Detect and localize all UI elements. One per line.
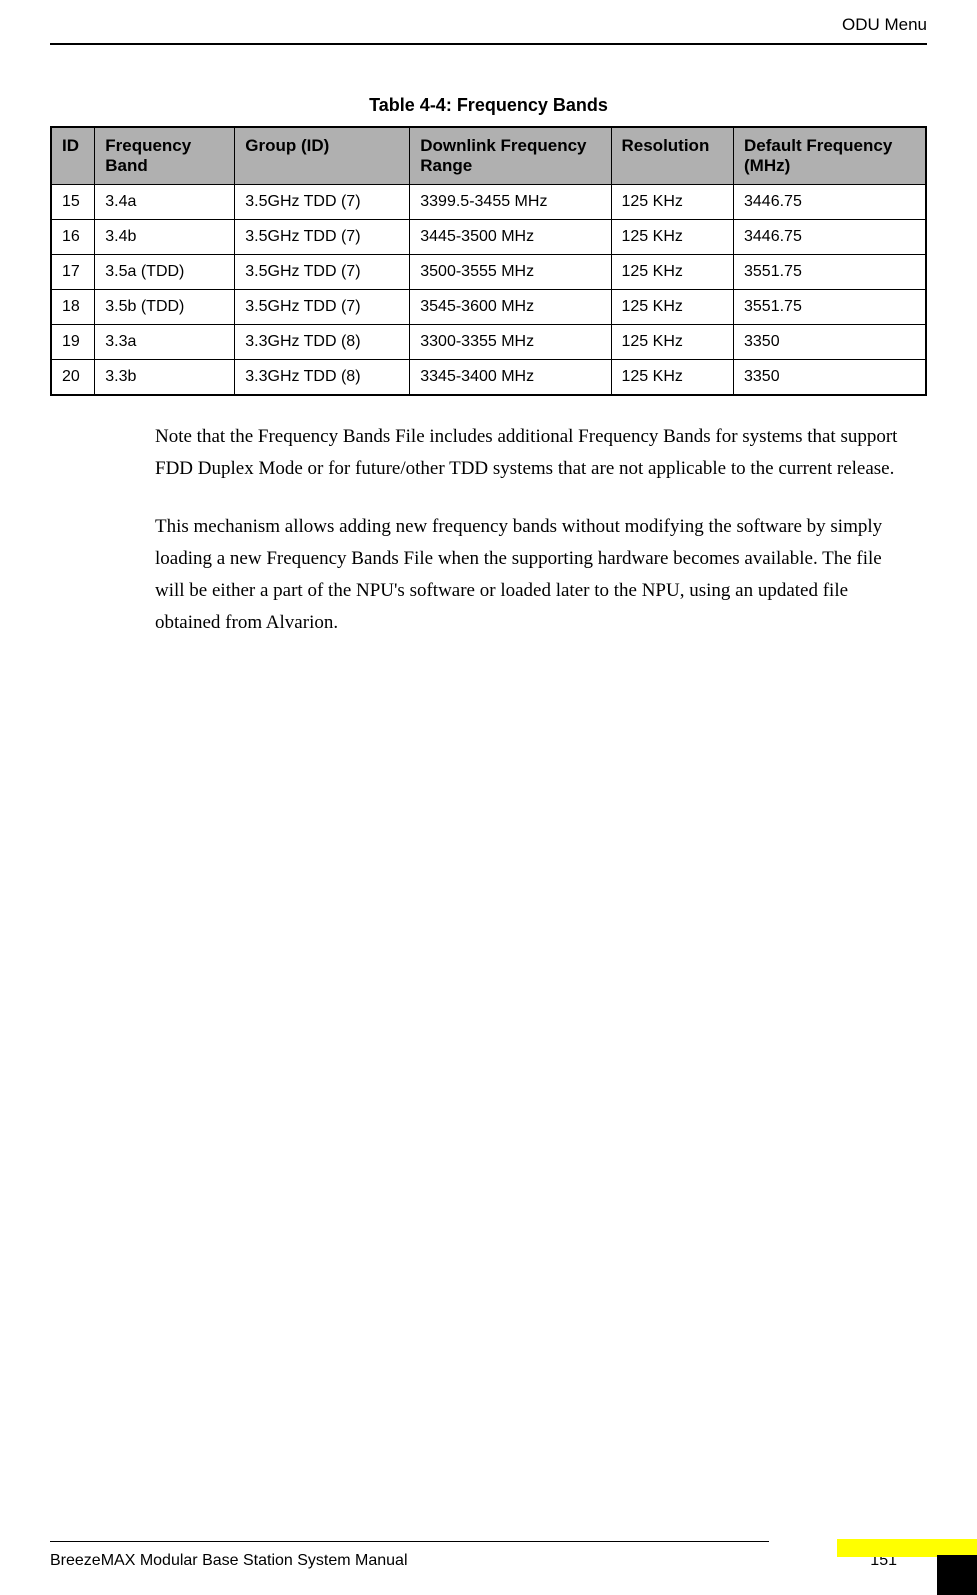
table-cell: 17: [51, 255, 95, 290]
table-header-group: Group (ID): [235, 127, 410, 185]
table-cell: 125 KHz: [611, 220, 734, 255]
table-cell: 125 KHz: [611, 325, 734, 360]
table-cell: 3500-3555 MHz: [410, 255, 611, 290]
table-cell: 3.3GHz TDD (8): [235, 360, 410, 396]
black-corner-marker: [937, 1555, 977, 1595]
table-cell: 3446.75: [734, 220, 927, 255]
table-cell: 3350: [734, 360, 927, 396]
paragraph-1: Note that the Frequency Bands File inclu…: [155, 421, 907, 486]
table-header-default: Default Frequency (MHz): [734, 127, 927, 185]
table-cell: 18: [51, 290, 95, 325]
table-cell: 3445-3500 MHz: [410, 220, 611, 255]
footer-content: BreezeMAX Modular Base Station System Ma…: [50, 1552, 927, 1570]
table-cell: 125 KHz: [611, 255, 734, 290]
table-cell: 3.5GHz TDD (7): [235, 290, 410, 325]
table-cell: 3551.75: [734, 290, 927, 325]
table-caption: Table 4-4: Frequency Bands: [50, 95, 927, 116]
table-cell: 16: [51, 220, 95, 255]
header-title: ODU Menu: [842, 15, 927, 35]
table-row: 20 3.3b 3.3GHz TDD (8) 3345-3400 MHz 125…: [51, 360, 926, 396]
table-cell: 19: [51, 325, 95, 360]
table-cell: 3.5GHz TDD (7): [235, 255, 410, 290]
table-cell: 3345-3400 MHz: [410, 360, 611, 396]
table-cell: 3.4a: [95, 185, 235, 220]
page-footer: BreezeMAX Modular Base Station System Ma…: [50, 1541, 927, 1570]
page-header: ODU Menu: [50, 0, 927, 45]
table-row: 16 3.4b 3.5GHz TDD (7) 3445-3500 MHz 125…: [51, 220, 926, 255]
table-row: 17 3.5a (TDD) 3.5GHz TDD (7) 3500-3555 M…: [51, 255, 926, 290]
table-cell: 3300-3355 MHz: [410, 325, 611, 360]
table-cell: 3.3a: [95, 325, 235, 360]
table-header-resolution: Resolution: [611, 127, 734, 185]
table-cell: 15: [51, 185, 95, 220]
table-cell: 3.3GHz TDD (8): [235, 325, 410, 360]
table-cell: 3446.75: [734, 185, 927, 220]
paragraph-2: This mechanism allows adding new frequen…: [155, 511, 907, 640]
table-cell: 3551.75: [734, 255, 927, 290]
footer-divider: [50, 1541, 769, 1542]
table-row: 18 3.5b (TDD) 3.5GHz TDD (7) 3545-3600 M…: [51, 290, 926, 325]
table-cell: 20: [51, 360, 95, 396]
table-cell: 3.4b: [95, 220, 235, 255]
table-cell: 3.5GHz TDD (7): [235, 185, 410, 220]
table-row: 15 3.4a 3.5GHz TDD (7) 3399.5-3455 MHz 1…: [51, 185, 926, 220]
table-cell: 125 KHz: [611, 290, 734, 325]
table-cell: 3.5a (TDD): [95, 255, 235, 290]
table-header-id: ID: [51, 127, 95, 185]
table-cell: 3.5b (TDD): [95, 290, 235, 325]
frequency-bands-table: ID Frequency Band Group (ID) Downlink Fr…: [50, 126, 927, 396]
table-cell: 125 KHz: [611, 360, 734, 396]
footer-manual-title: BreezeMAX Modular Base Station System Ma…: [50, 1552, 408, 1570]
table-cell: 3.3b: [95, 360, 235, 396]
table-header-band: Frequency Band: [95, 127, 235, 185]
table-header-downlink: Downlink Frequency Range: [410, 127, 611, 185]
table-cell: 3545-3600 MHz: [410, 290, 611, 325]
table-cell: 3399.5-3455 MHz: [410, 185, 611, 220]
table-cell: 3.5GHz TDD (7): [235, 220, 410, 255]
table-cell: 125 KHz: [611, 185, 734, 220]
table-body: 15 3.4a 3.5GHz TDD (7) 3399.5-3455 MHz 1…: [51, 185, 926, 396]
table-cell: 3350: [734, 325, 927, 360]
table-header-row: ID Frequency Band Group (ID) Downlink Fr…: [51, 127, 926, 185]
table-row: 19 3.3a 3.3GHz TDD (8) 3300-3355 MHz 125…: [51, 325, 926, 360]
